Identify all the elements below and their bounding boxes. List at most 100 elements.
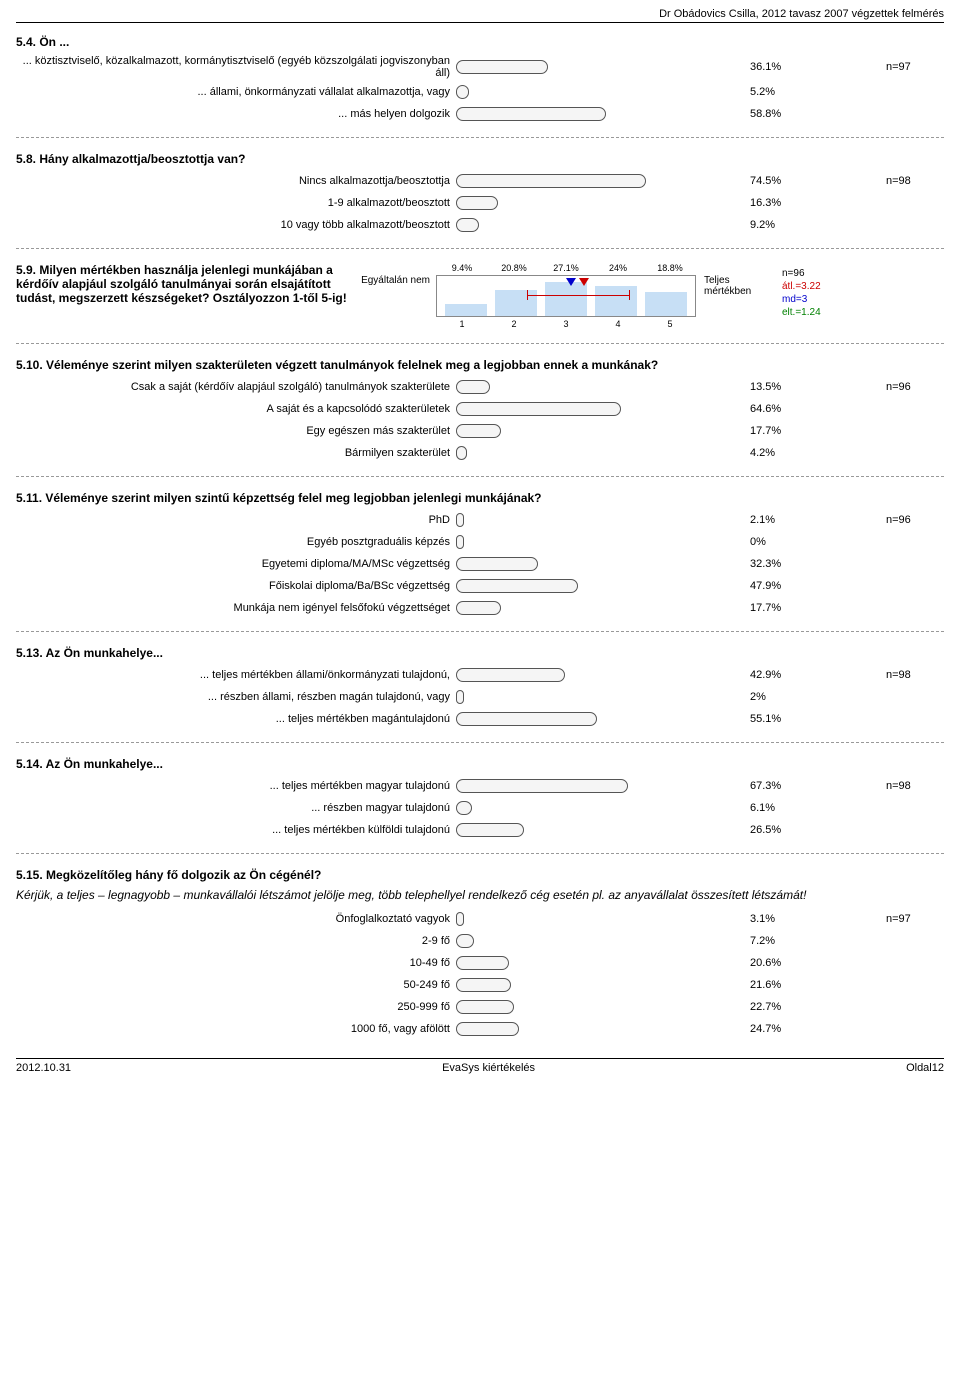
bar-row: Önfoglalkoztató vagyok3.1%n=97 (16, 910, 944, 928)
q54-rows: ... köztisztviselő, közalkalmazott, korm… (16, 55, 944, 123)
bar-pct: 42.9% (726, 669, 786, 681)
bar-pct: 17.7% (726, 425, 786, 437)
hist-axis-label: 3 (540, 319, 592, 329)
bar-label: 2-9 fő (16, 935, 456, 947)
bar-label: PhD (16, 514, 456, 526)
bar-row: 1-9 alkalmazott/beosztott 16.3% (16, 194, 944, 212)
bar-row: ... részben állami, részben magán tulajd… (16, 688, 944, 706)
q511-title: 5.11. Véleménye szerint milyen szintű ké… (16, 491, 944, 505)
hist-pct-label: 27.1% (540, 263, 592, 273)
section-5-8: 5.8. Hány alkalmazottja/beosztottja van?… (16, 152, 944, 234)
section-5-14: 5.14. Az Ön munkahelye... ... teljes mér… (16, 757, 944, 839)
bar-pct: 58.8% (726, 108, 786, 120)
bar-fill (456, 579, 578, 593)
bar-row: ... részben magyar tulajdonú6.1% (16, 799, 944, 817)
footer-date: 2012.10.31 (16, 1062, 71, 1074)
section-5-10: 5.10. Véleménye szerint milyen szakterül… (16, 358, 944, 462)
divider (16, 631, 944, 632)
bar-row: Nincs alkalmazottja/beosztottja74.5%n=98 (16, 172, 944, 190)
q515-rows: Önfoglalkoztató vagyok3.1%n=972-9 fő7.2%… (16, 910, 944, 1038)
bar-fill (456, 218, 479, 232)
section-5-13: 5.13. Az Ön munkahelye... ... teljes mér… (16, 646, 944, 728)
bar-fill (456, 446, 467, 460)
bar-pct: 13.5% (726, 381, 786, 393)
section-5-15: 5.15. Megközelítőleg hány fő dolgozik az… (16, 868, 944, 1038)
bar-pct: 3.1% (726, 913, 786, 925)
hist-pct-label: 20.8% (488, 263, 540, 273)
q514-title: 5.14. Az Ön munkahelye... (16, 757, 944, 771)
bar-row: PhD2.1%n=96 (16, 511, 944, 529)
bar-pct: 20.6% (726, 957, 786, 969)
q59-bars (436, 275, 696, 317)
bar-row: ... teljes mértékben magyar tulajdonú67.… (16, 777, 944, 795)
bar-label: Egyéb posztgraduális képzés (16, 536, 456, 548)
bar-label: ... részben magyar tulajdonú (16, 802, 456, 814)
bar-label: 50-249 fő (16, 979, 456, 991)
footer-page: Oldal12 (906, 1062, 944, 1074)
bar-label: ... teljes mértékben külföldi tulajdonú (16, 824, 456, 836)
bar-label: ... teljes mértékben állami/önkormányzat… (16, 669, 456, 681)
q513-title: 5.13. Az Ön munkahelye... (16, 646, 944, 660)
bar-label: Önfoglalkoztató vagyok (16, 913, 456, 925)
page-header: Dr Obádovics Csilla, 2012 tavasz 2007 vé… (16, 8, 944, 23)
section-5-9: 5.9. Milyen mértékben használja jelenleg… (16, 263, 944, 329)
q54-title: 5.4. Ön ... (16, 35, 944, 49)
ci-bar (527, 290, 630, 300)
bar-pct: 47.9% (726, 580, 786, 592)
bar-label: ... teljes mértékben magántulajdonú (16, 713, 456, 725)
bar-row: 1000 fő, vagy afölött 24.7% (16, 1020, 944, 1038)
q514-rows: ... teljes mértékben magyar tulajdonú67.… (16, 777, 944, 839)
bar-fill (456, 402, 621, 416)
bar-label: Egyetemi diploma/MA/MSc végzettség (16, 558, 456, 570)
q515-sub: Kérjük, a teljes – legnagyobb – munkavál… (16, 888, 944, 902)
q59-stats: n=96 átl.=3.22 md=3 elt.=1.24 (774, 263, 821, 319)
bar-row: Bármilyen szakterület4.2% (16, 444, 944, 462)
n-count: n=96 (886, 514, 911, 526)
hist-axis-label: 5 (644, 319, 696, 329)
page-footer: 2012.10.31 EvaSys kiértékelés Oldal12 (16, 1058, 944, 1074)
bar-row: Egyéb posztgraduális képzés 0% (16, 533, 944, 551)
n-count: n=98 (886, 780, 911, 792)
bar-fill (456, 823, 524, 837)
bar-pct: 67.3% (726, 780, 786, 792)
bar-pct: 55.1% (726, 713, 786, 725)
divider (16, 343, 944, 344)
bar-label: 1000 fő, vagy afölött (16, 1023, 456, 1035)
hist-bar (645, 292, 687, 316)
bar-label: ... más helyen dolgozik (16, 108, 456, 120)
q59-chart: 9.4%20.8%27.1%24%18.8% 12345 (436, 263, 696, 329)
bar-row: ... köztisztviselő, közalkalmazott, korm… (16, 55, 944, 79)
q511-rows: PhD2.1%n=96 Egyéb posztgraduális képzés 0%… (16, 511, 944, 617)
q513-rows: ... teljes mértékben állami/önkormányzat… (16, 666, 944, 728)
bar-label: 1-9 alkalmazott/beosztott (16, 197, 456, 209)
bar-fill (456, 934, 474, 948)
bar-fill (456, 779, 628, 793)
median-marker (566, 278, 576, 286)
q510-rows: Csak a saját (kérdőív alapjául szolgáló)… (16, 378, 944, 462)
bar-pct: 24.7% (726, 1023, 786, 1035)
bar-fill (456, 690, 464, 704)
divider (16, 853, 944, 854)
bar-label: 10 vagy több alkalmazott/beosztott (16, 219, 456, 231)
n-count: n=96 (886, 381, 911, 393)
q59-axis: 12345 (436, 319, 696, 329)
q515-title: 5.15. Megközelítőleg hány fő dolgozik az… (16, 868, 944, 882)
bar-fill (456, 60, 548, 74)
bar-pct: 16.3% (726, 197, 786, 209)
q59-pcts: 9.4%20.8%27.1%24%18.8% (436, 263, 696, 273)
bar-row: ... állami, önkormányzati vállalat alkal… (16, 83, 944, 101)
divider (16, 742, 944, 743)
bar-fill (456, 424, 501, 438)
hist-pct-label: 24% (592, 263, 644, 273)
bar-row: A saját és a kapcsolódó szakterületek64.… (16, 400, 944, 418)
section-5-4: 5.4. Ön ... ... köztisztviselő, közalkal… (16, 35, 944, 123)
bar-fill (456, 1000, 514, 1014)
bar-row: Egy egészen más szakterület17.7% (16, 422, 944, 440)
bar-fill (456, 107, 606, 121)
bar-label: 250-999 fő (16, 1001, 456, 1013)
q58-title: 5.8. Hány alkalmazottja/beosztottja van? (16, 152, 944, 166)
bar-label: ... részben állami, részben magán tulajd… (16, 691, 456, 703)
bar-pct: 0% (726, 536, 786, 548)
bar-row: ... teljes mértékben magántulajdonú 55.1% (16, 710, 944, 728)
bar-pct: 4.2% (726, 447, 786, 459)
